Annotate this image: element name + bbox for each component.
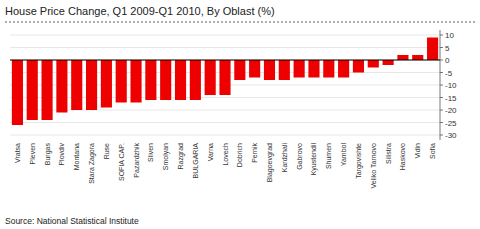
bar xyxy=(219,60,230,95)
x-tick-label: Razgrad xyxy=(177,143,185,170)
y-tick-label: -30 xyxy=(445,131,457,140)
y-tick xyxy=(440,47,443,48)
x-tick-label: Ruse xyxy=(103,143,110,159)
x-tick-label: Sliven xyxy=(147,143,154,162)
y-tick-label: 0 xyxy=(445,56,450,65)
y-tick-label: -25 xyxy=(445,119,457,128)
x-tick-label: Burgas xyxy=(44,143,52,166)
bar xyxy=(234,60,245,80)
x-tick-label: Haskovo xyxy=(399,143,406,170)
x-tick-label: BULGARIA xyxy=(192,143,199,179)
x-tick-label: Varna xyxy=(207,143,214,161)
chart-title: House Price Change, Q1 2009-Q1 2010, By … xyxy=(5,5,275,17)
y-tick-label: -20 xyxy=(445,106,457,115)
x-tick-label: Kardzhali xyxy=(281,143,288,173)
bar xyxy=(383,60,394,65)
x-tick-label: Pernik xyxy=(251,143,258,163)
bar xyxy=(27,60,38,120)
x-tick-label: Stara Zagora xyxy=(88,143,96,184)
bar xyxy=(190,60,201,100)
bar xyxy=(205,60,216,95)
x-tick-label: Blagoevgrad xyxy=(266,143,274,182)
bar xyxy=(308,60,319,78)
bar xyxy=(101,60,112,108)
y-tick xyxy=(440,122,443,123)
bar xyxy=(397,55,408,60)
bars xyxy=(12,38,438,126)
grid xyxy=(10,35,440,135)
x-tick-label: Shumen xyxy=(325,143,332,169)
y-axis: 10 5 0 -5 -10 -15 -20 -25 -30 xyxy=(440,30,457,140)
x-tick-label: Gabrovo xyxy=(296,143,303,170)
source-note: Source: National Statistical Institute xyxy=(5,216,139,226)
x-tick-label: Pazardzhik xyxy=(133,143,140,178)
bar xyxy=(427,38,438,61)
x-tick-label: Pleven xyxy=(29,143,36,165)
y-axis-line xyxy=(440,30,441,140)
y-tick xyxy=(440,110,443,111)
bar xyxy=(160,60,171,100)
y-tick-label: -5 xyxy=(445,69,453,78)
bar xyxy=(353,60,364,73)
x-tick-label: Smolyan xyxy=(162,143,170,170)
bar xyxy=(279,60,290,80)
x-tick-label: Silistra xyxy=(385,143,392,164)
y-tick-label: -15 xyxy=(445,94,457,103)
y-tick xyxy=(440,97,443,98)
x-tick-label: Dobrich xyxy=(236,143,243,167)
chart-svg: House Price Change, Q1 2009-Q1 2010, By … xyxy=(0,0,480,229)
bar xyxy=(412,55,423,60)
x-tick-label: Vidin xyxy=(414,143,421,159)
grid-line xyxy=(10,122,440,123)
x-tick-label: Sofia xyxy=(429,143,436,159)
zero-line xyxy=(10,60,440,61)
x-tick-label: SOFIA CAP. xyxy=(118,143,125,181)
bar xyxy=(116,60,127,103)
grid-line xyxy=(10,47,440,48)
bar xyxy=(42,60,53,120)
grid-line xyxy=(10,35,440,36)
x-tick-label: Vratsa xyxy=(14,143,21,163)
y-tick xyxy=(440,60,443,61)
x-tick-label: Montana xyxy=(73,143,80,170)
y-tick-label: 5 xyxy=(445,44,450,53)
y-tick xyxy=(440,85,443,86)
x-axis: Vratsa Pleven Burgas Plovdiv Montana Stara Za… xyxy=(14,143,436,189)
y-tick xyxy=(440,35,443,36)
y-tick-label: 10 xyxy=(445,31,454,40)
x-tick-label: Plovdiv xyxy=(58,143,65,166)
x-tick-label: Kyustendil xyxy=(310,143,318,176)
bar xyxy=(323,60,334,78)
bar xyxy=(71,60,82,110)
x-tick-label: Yambol xyxy=(340,143,347,167)
bar xyxy=(368,60,379,68)
bar xyxy=(338,60,349,78)
bar xyxy=(12,60,23,125)
bar xyxy=(249,60,260,78)
x-tick-label: Targovishte xyxy=(355,143,363,179)
y-tick xyxy=(440,135,443,136)
x-tick-label: Lovech xyxy=(222,143,229,166)
grid-line xyxy=(10,60,440,61)
bar xyxy=(264,60,275,80)
title-rule xyxy=(5,22,475,23)
bar xyxy=(175,60,186,100)
x-tick-label: Veliko Tarnovo xyxy=(370,143,377,189)
y-tick-label: -10 xyxy=(445,81,457,90)
bar xyxy=(56,60,67,113)
y-tick xyxy=(440,72,443,73)
bar xyxy=(86,60,97,110)
bar xyxy=(294,60,305,78)
bar xyxy=(130,60,141,103)
chart-container: House Price Change, Q1 2009-Q1 2010, By … xyxy=(0,0,480,229)
bar xyxy=(145,60,156,100)
grid-line xyxy=(10,135,440,136)
